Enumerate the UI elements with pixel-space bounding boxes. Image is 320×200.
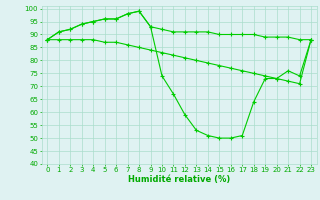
X-axis label: Humidité relative (%): Humidité relative (%) (128, 175, 230, 184)
